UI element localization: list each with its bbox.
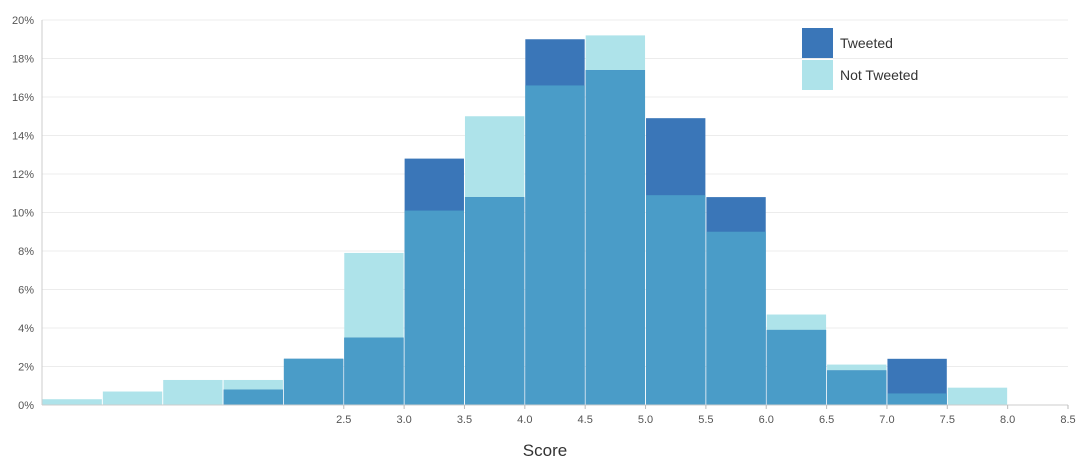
x-tick-label: 8.5: [1060, 414, 1075, 426]
axes: 0% 2% 4% 6% 8% 10% 12% 14% 16% 18% 20% 2.5 3.0 3.5 4.0…: [12, 15, 1076, 426]
y-tick-label: 18%: [12, 54, 34, 66]
legend-swatch: [802, 28, 833, 58]
y-tick-label: 14%: [12, 131, 34, 143]
bar-overlap: [344, 337, 404, 405]
x-tick-label: 4.5: [578, 414, 593, 426]
bar-not-tweeted: [947, 387, 1008, 405]
x-tick-label: 5.5: [698, 414, 713, 426]
legend-label: Not Tweeted: [840, 67, 918, 83]
bars: [42, 35, 1008, 406]
bar-not-tweeted: [163, 379, 223, 405]
y-tick-label: 2%: [18, 362, 34, 374]
x-tick-label: 4.0: [517, 414, 532, 426]
y-tick-label: 10%: [12, 208, 34, 220]
x-tick-label: 5.0: [638, 414, 653, 426]
x-tick-label: 3.5: [457, 414, 472, 426]
x-tick-label: 8.0: [1000, 414, 1015, 426]
legend-swatch: [802, 60, 833, 90]
y-tick-label: 6%: [18, 285, 34, 297]
y-tick-label: 8%: [18, 246, 34, 258]
x-tick-label: 7.5: [940, 414, 955, 426]
y-tick-label: 0%: [18, 400, 34, 412]
legend: Tweeted Not Tweeted: [802, 28, 918, 90]
x-tick-label: 3.0: [396, 414, 411, 426]
bar-overlap: [223, 389, 283, 405]
x-tick-label: 7.0: [879, 414, 894, 426]
bar-overlap: [404, 210, 464, 405]
x-tick-label: 6.5: [819, 414, 834, 426]
y-tick-label: 16%: [12, 92, 34, 104]
bar-overlap: [646, 195, 706, 405]
bar-overlap: [464, 197, 525, 405]
bar-overlap: [283, 358, 344, 405]
bar-overlap: [827, 370, 887, 405]
x-tick-label: 6.0: [759, 414, 774, 426]
legend-label: Tweeted: [840, 35, 893, 51]
bar-overlap: [585, 70, 646, 406]
bar-overlap: [766, 329, 827, 405]
x-tick-label: 2.5: [336, 414, 351, 426]
y-tick-label: 20%: [12, 15, 34, 27]
y-tick-label: 12%: [12, 169, 34, 181]
x-axis-title: Score: [523, 441, 567, 460]
bar-not-tweeted: [102, 391, 163, 405]
bar-overlap: [525, 85, 585, 405]
bar-overlap: [706, 231, 766, 405]
y-tick-label: 4%: [18, 323, 34, 335]
bar-not-tweeted: [42, 399, 102, 405]
bar-overlap: [887, 393, 947, 405]
